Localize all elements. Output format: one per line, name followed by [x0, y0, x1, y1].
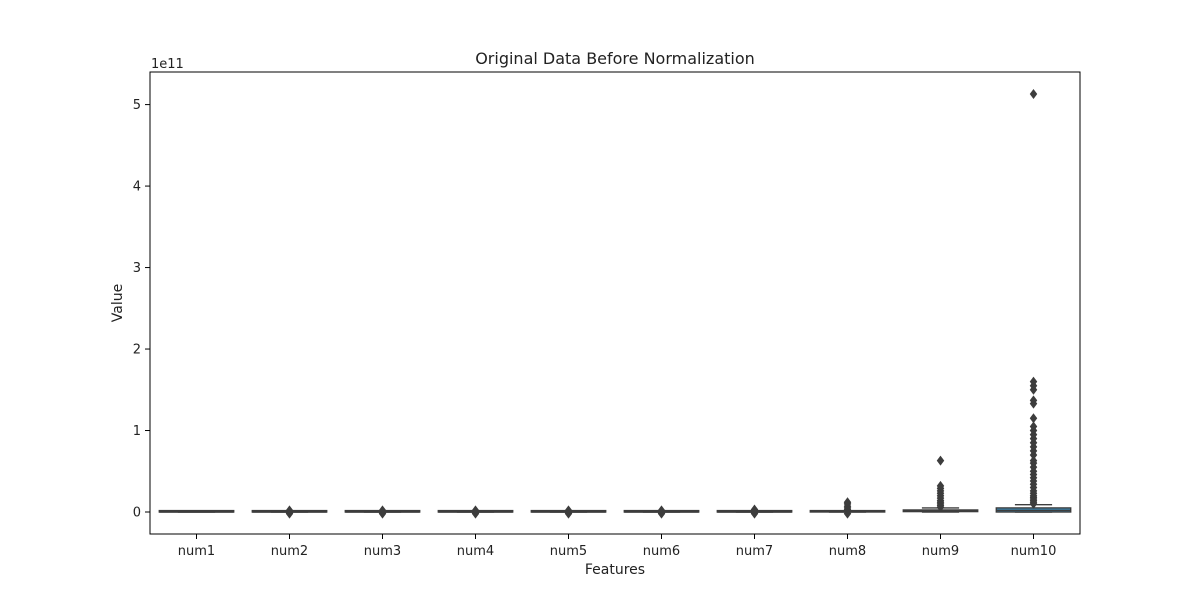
- x-tick-label: num6: [643, 544, 680, 559]
- axes-frame: [149, 71, 1081, 535]
- outlier-point: [564, 505, 573, 516]
- outlier-point: [1029, 413, 1038, 424]
- outlier-point: [1029, 376, 1038, 387]
- outlier-point: [1029, 421, 1038, 432]
- x-tick-label: num1: [178, 544, 215, 559]
- plot-area: 0 1 2 3 4 5 num1 num2 num3 num4 num5 num6 num7 num8 nu…: [133, 89, 1072, 559]
- y-tick-label: 3: [133, 261, 141, 276]
- y-tick-label: 5: [133, 98, 141, 113]
- y-offset-label: 1e11: [151, 57, 184, 72]
- outlier-point: [1029, 395, 1038, 406]
- x-tick-label: num5: [550, 544, 587, 559]
- x-tick-label: num8: [829, 544, 866, 559]
- x-tick-label: num3: [364, 544, 401, 559]
- outlier-point: [750, 504, 759, 515]
- y-tick-label: 0: [133, 506, 141, 521]
- outlier-point: [378, 505, 387, 516]
- x-tick-label: num9: [922, 544, 959, 559]
- outlier-point: [936, 480, 945, 491]
- outlier-point: [285, 505, 294, 516]
- outlier-point: [657, 505, 666, 516]
- outlier-point: [843, 497, 852, 508]
- chart-title: Original Data Before Normalization: [475, 49, 755, 68]
- y-tick-label: 1: [133, 424, 141, 439]
- x-axis-label: Features: [585, 562, 645, 578]
- y-tick-label: 2: [133, 343, 141, 358]
- outlier-point: [1029, 455, 1038, 466]
- y-axis-label: Value: [110, 284, 126, 322]
- outlier-point: [1029, 89, 1038, 99]
- x-tick-label: num4: [457, 544, 494, 559]
- outlier-point: [471, 505, 480, 516]
- x-tick-label: num7: [736, 544, 773, 559]
- x-tick-label: num10: [1011, 544, 1057, 559]
- y-tick-label: 4: [133, 180, 141, 195]
- x-tick-label: num2: [271, 544, 308, 559]
- outlier-point: [936, 455, 945, 466]
